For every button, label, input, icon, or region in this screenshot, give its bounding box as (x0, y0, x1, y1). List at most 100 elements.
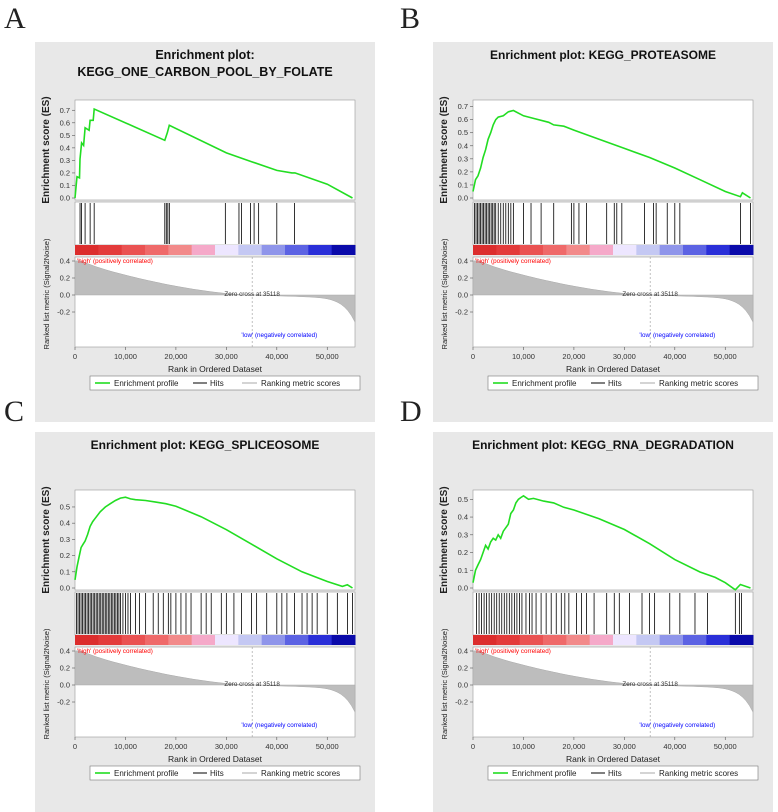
p1-rank-tick-label-2: 0.0 (458, 291, 468, 300)
p2-es-tick-label-4: 0.4 (60, 519, 70, 528)
p0-ranked-area (74, 256, 356, 348)
p3-es-ylabel: Enrichment score (ES) (439, 486, 450, 593)
p0-es-tick-label-7: 0.7 (60, 106, 70, 115)
p1-xlabel: Rank in Ordered Dataset (566, 364, 661, 374)
p3-xlabel: Rank in Ordered Dataset (566, 754, 661, 764)
plot-c-svg: Enrichment plot: KEGG_SPLICEOSOME 0.0 0.1 0… (41, 438, 361, 781)
p2-legend-profile-label: Enrichment profile (114, 769, 179, 778)
p0-heat-segment-2 (121, 245, 146, 255)
p0-heat-segment-6 (215, 245, 239, 255)
p1-heat-segment-5 (589, 245, 614, 255)
p0-xlabel: Rank in Ordered Dataset (168, 364, 263, 374)
p3-heat-segment-3 (543, 635, 567, 645)
p0-heat-segment-7 (238, 245, 263, 255)
p0-heat-segment-4 (168, 245, 193, 255)
p1-heat-segment-3 (543, 245, 567, 255)
p3-heat-segment-7 (636, 635, 661, 645)
p1-heat-segment-11 (729, 245, 754, 255)
p0-es-tick-label-4: 0.4 (60, 143, 70, 152)
p2-heat-segment-3 (145, 635, 169, 645)
p0-x-tick-label-4: 40,000 (265, 352, 288, 361)
panel-letter-c: C (4, 395, 25, 428)
p0-x-tick-label-2: 20,000 (164, 352, 187, 361)
p2-ranked-ylabel: Ranked list metric (Signal2Noise) (42, 628, 51, 739)
p0-heat-segment-8 (261, 245, 286, 255)
p1-heat-segment-0 (473, 245, 497, 255)
p1-heat-segment-10 (706, 245, 731, 255)
p2-heat-segment-2 (121, 635, 146, 645)
p3-x-tick-label-5: 50,000 (714, 742, 737, 751)
p3-es-area (472, 489, 754, 591)
p1-ranking-metric-area (472, 260, 754, 323)
p1-es-tick-label-3: 0.3 (458, 154, 468, 163)
p0-heat-segment-5 (191, 245, 216, 255)
p3-ranking-metric-area (472, 650, 754, 713)
p2-high-label: 'high' (positively correlated) (77, 648, 153, 655)
p1-x-tick-label-5: 50,000 (714, 352, 737, 361)
p2-rank-tick-label-3: -0.2 (57, 698, 70, 707)
p3-x-tick-label-2: 20,000 (562, 742, 585, 751)
p0-ranked-ylabel: Ranked list metric (Signal2Noise) (42, 238, 51, 349)
p1-zero-cross-label: Zero cross at 35118 (622, 291, 678, 298)
p1-x-tick-label-3: 30,000 (613, 352, 636, 361)
p2-heat-segment-11 (331, 635, 356, 645)
p0-es-tick-label-0: 0.0 (60, 194, 70, 203)
p0-es-tick-label-2: 0.2 (60, 168, 70, 177)
plot-d-svg: Enrichment plot: KEGG_RNA_DEGRADATION 0.0… (439, 438, 759, 781)
panel-letter-d: D (400, 395, 422, 428)
p2-low-label: 'low' (negatively correlated) (241, 722, 317, 729)
p1-low-label: 'low' (negatively correlated) (639, 332, 715, 339)
p2-es-area (74, 489, 356, 591)
p3-heat-segment-0 (473, 635, 497, 645)
p0-hits-area (74, 201, 356, 246)
p2-es-tick-label-1: 0.1 (60, 567, 70, 576)
p3-heat-segment-6 (613, 635, 637, 645)
p2-es-tick-label-5: 0.5 (60, 502, 70, 511)
p2-enrichment-profile-line (74, 496, 353, 589)
p2-zero-cross-label: Zero cross at 35118 (224, 681, 280, 688)
p1-es-tick-label-5: 0.5 (458, 128, 468, 137)
p1-legend-hits-label: Hits (608, 379, 622, 388)
p2-xlabel: Rank in Ordered Dataset (168, 754, 263, 764)
p2-es-ylabel: Enrichment score (ES) (41, 486, 52, 593)
p3-heat-segment-10 (706, 635, 731, 645)
p3-zero-cross-label: Zero cross at 35118 (622, 681, 678, 688)
p3-rank-tick-label-2: 0.0 (458, 681, 468, 690)
p1-heat-segment-7 (636, 245, 661, 255)
p2-heat-segment-1 (98, 635, 123, 645)
p3-heat-segment-2 (519, 635, 544, 645)
p2-x-tick-label-1: 10,000 (114, 742, 137, 751)
p2-heat-segment-6 (215, 635, 239, 645)
p2-es-tick-label-2: 0.2 (60, 551, 70, 560)
p3-es-tick-label-1: 0.1 (458, 566, 468, 575)
p1-x-tick-label-2: 20,000 (562, 352, 585, 361)
p2-heat-segment-9 (285, 635, 309, 645)
p1-es-tick-label-2: 0.2 (458, 167, 468, 176)
p3-title: Enrichment plot: KEGG_RNA_DEGRADATION (472, 438, 734, 452)
p1-heat-segment-4 (566, 245, 591, 255)
p3-rank-tick-label-0: 0.4 (458, 647, 468, 656)
p0-heat-segment-9 (285, 245, 309, 255)
panel-letter-a: A (4, 2, 26, 35)
p1-rank-tick-label-3: -0.2 (455, 308, 468, 317)
p2-heat-segment-4 (168, 635, 193, 645)
p1-heat-segment-9 (683, 245, 707, 255)
p1-rank-tick-label-1: 0.2 (458, 274, 468, 283)
p2-title: Enrichment plot: KEGG_SPLICEOSOME (91, 438, 320, 452)
p1-es-tick-label-0: 0.0 (458, 194, 468, 203)
p0-legend-ranking-label: Ranking metric scores (261, 379, 340, 388)
p3-legend-ranking-label: Ranking metric scores (659, 769, 738, 778)
p1-heat-segment-1 (496, 245, 521, 255)
p1-x-tick-label-1: 10,000 (512, 352, 535, 361)
p3-es-tick-label-5: 0.5 (458, 495, 468, 504)
p2-es-tick-label-0: 0.0 (60, 584, 70, 593)
p0-title-line-2: KEGG_ONE_CARBON_POOL_BY_FOLATE (77, 65, 332, 79)
p2-x-tick-label-4: 40,000 (265, 742, 288, 751)
p0-x-tick-label-5: 50,000 (316, 352, 339, 361)
p0-title-line-1: Enrichment plot: (155, 48, 254, 62)
p2-legend-hits-label: Hits (210, 769, 224, 778)
p3-heat-segment-9 (683, 635, 707, 645)
p0-high-label: 'high' (positively correlated) (77, 258, 153, 265)
p3-es-tick-label-2: 0.2 (458, 548, 468, 557)
p2-legend-box (89, 765, 361, 781)
